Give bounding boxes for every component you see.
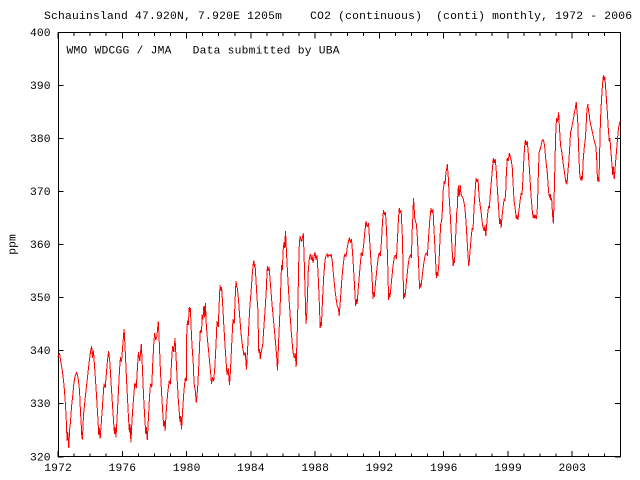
svg-text:330: 330	[30, 399, 51, 411]
svg-text:360: 360	[30, 240, 51, 252]
svg-text:390: 390	[30, 81, 51, 93]
svg-text:1996: 1996	[430, 463, 458, 475]
svg-text:380: 380	[30, 134, 51, 146]
svg-text:1992: 1992	[366, 463, 394, 475]
svg-text:2003: 2003	[558, 463, 586, 475]
svg-text:320: 320	[30, 452, 51, 464]
svg-text:370: 370	[30, 187, 51, 199]
svg-text:ppm: ppm	[8, 234, 20, 255]
svg-text:1999: 1999	[494, 463, 522, 475]
svg-text:Schauinsland 47.920N, 7.920E 1: Schauinsland 47.920N, 7.920E 1205m CO2 (…	[44, 11, 632, 23]
svg-text:340: 340	[30, 346, 51, 358]
svg-text:1984: 1984	[237, 463, 265, 475]
svg-text:1976: 1976	[109, 463, 137, 475]
svg-text:400: 400	[30, 28, 51, 40]
svg-text:WMO WDCGG / JMA Data submitt: WMO WDCGG / JMA Data submitted by UBA	[67, 46, 340, 58]
svg-text:1988: 1988	[301, 463, 329, 475]
svg-text:1980: 1980	[173, 463, 201, 475]
svg-text:1972: 1972	[44, 463, 72, 475]
svg-text:350: 350	[30, 293, 51, 305]
